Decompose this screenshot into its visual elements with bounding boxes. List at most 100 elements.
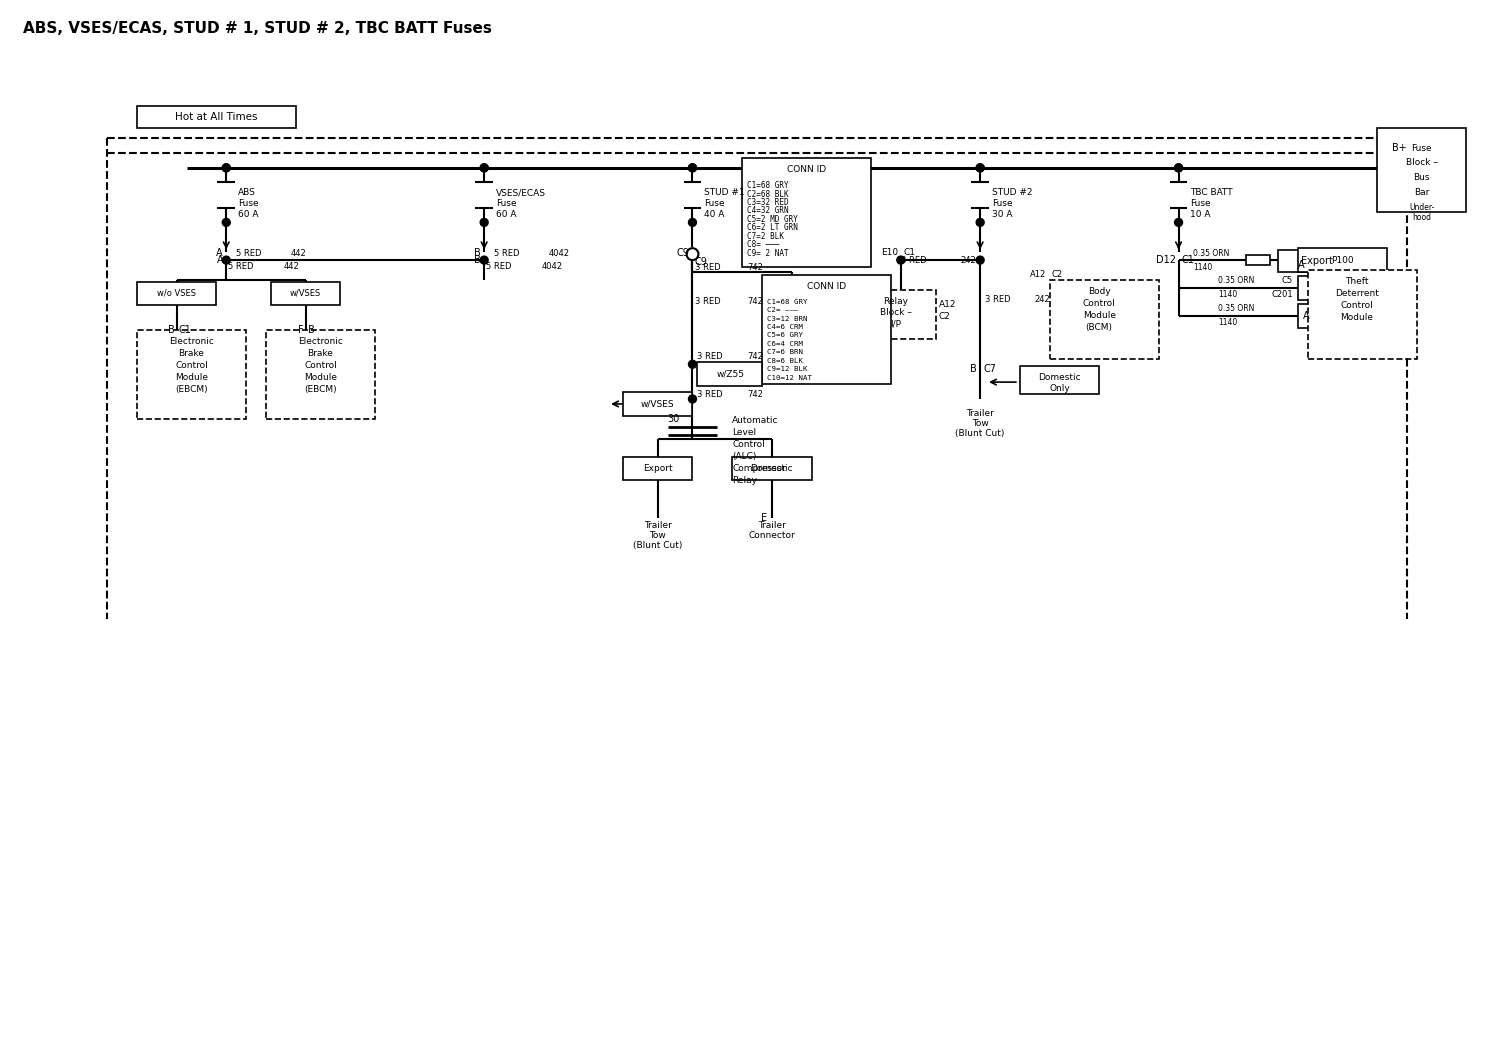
- Text: 1140: 1140: [1194, 262, 1212, 271]
- Text: (Blunt Cut): (Blunt Cut): [633, 541, 683, 550]
- Bar: [1278, 251, 1357, 272]
- Text: 60 A: 60 A: [238, 210, 259, 219]
- Text: 1140: 1140: [1218, 290, 1238, 300]
- Circle shape: [689, 218, 696, 227]
- Text: D12: D12: [1155, 255, 1176, 265]
- Text: 10 A: 10 A: [1191, 210, 1211, 219]
- Text: B: B: [168, 324, 174, 335]
- Text: 3 RED: 3 RED: [698, 390, 723, 398]
- Text: (Blunt Cut): (Blunt Cut): [955, 430, 1005, 438]
- Bar: [137, 282, 217, 305]
- Text: E10: E10: [881, 248, 898, 257]
- Text: Control: Control: [174, 361, 208, 370]
- Circle shape: [976, 218, 984, 227]
- Text: Fuse: Fuse: [1191, 199, 1211, 208]
- Bar: [271, 282, 340, 305]
- Text: B: B: [474, 249, 481, 258]
- Text: B: B: [474, 255, 481, 265]
- Text: Fuse: Fuse: [238, 199, 259, 208]
- Circle shape: [1175, 218, 1182, 227]
- Circle shape: [689, 164, 696, 172]
- Text: (ALC): (ALC): [732, 452, 757, 461]
- Text: C6=2 LT GRN: C6=2 LT GRN: [747, 224, 799, 232]
- Text: C4=32 GRN: C4=32 GRN: [747, 207, 788, 215]
- Text: Electronic: Electronic: [298, 337, 343, 346]
- Text: Control: Control: [732, 440, 766, 449]
- Text: 742: 742: [747, 390, 763, 398]
- Bar: [1378, 128, 1466, 212]
- Text: C2: C2: [1051, 270, 1063, 280]
- Text: Relay: Relay: [732, 476, 757, 485]
- Text: A: A: [1298, 260, 1304, 270]
- Text: 4042: 4042: [549, 249, 570, 258]
- Text: 742: 742: [747, 297, 763, 306]
- Text: (BCM): (BCM): [1086, 323, 1113, 332]
- Text: Tow: Tow: [650, 531, 666, 541]
- Text: E: E: [761, 513, 767, 523]
- Circle shape: [480, 218, 489, 227]
- Text: (EBCM): (EBCM): [304, 385, 337, 393]
- Text: 3 RED: 3 RED: [695, 297, 720, 306]
- Text: 1140: 1140: [1218, 318, 1238, 328]
- Text: B+: B+: [1391, 144, 1406, 153]
- Bar: [1298, 249, 1387, 272]
- Text: Automatic: Automatic: [732, 416, 779, 425]
- Text: P100: P100: [1331, 256, 1354, 264]
- Text: 5 RED: 5 RED: [236, 249, 262, 258]
- Circle shape: [976, 164, 984, 172]
- Text: C2=68 BLK: C2=68 BLK: [747, 189, 788, 199]
- Text: Fuse: Fuse: [704, 199, 725, 208]
- Text: 4042: 4042: [541, 261, 562, 270]
- Text: CONN ID: CONN ID: [806, 283, 845, 291]
- Text: Export: Export: [1301, 256, 1334, 266]
- Text: 242: 242: [961, 256, 976, 264]
- Text: F: F: [298, 324, 304, 335]
- Circle shape: [480, 256, 489, 264]
- Text: w/VSES: w/VSES: [641, 399, 675, 409]
- Text: Domestic: Domestic: [1038, 372, 1081, 382]
- Text: 5 RED: 5 RED: [229, 261, 254, 270]
- Text: C9: C9: [695, 257, 707, 267]
- Text: 0.35 ORN: 0.35 ORN: [1194, 249, 1230, 258]
- Text: C9=12 BLK: C9=12 BLK: [767, 366, 808, 372]
- Text: C9: C9: [677, 249, 689, 258]
- Text: Under-: Under-: [1409, 203, 1435, 212]
- Text: 0.35 ORN: 0.35 ORN: [1218, 277, 1254, 285]
- Text: B: B: [308, 324, 314, 335]
- Text: 442: 442: [290, 249, 307, 258]
- Text: Export: Export: [642, 464, 672, 473]
- Text: VSES/ECAS: VSES/ECAS: [496, 188, 546, 198]
- Text: C2: C2: [938, 312, 951, 321]
- Text: hood: hood: [1412, 213, 1432, 222]
- Text: Trailer: Trailer: [644, 521, 672, 530]
- Text: w/VSES: w/VSES: [290, 289, 322, 297]
- Text: STUD #1: STUD #1: [704, 188, 744, 198]
- Text: A: A: [217, 255, 223, 265]
- Circle shape: [896, 256, 905, 264]
- Bar: [1298, 276, 1387, 300]
- Text: 30 A: 30 A: [993, 210, 1012, 219]
- Text: w/o VSES: w/o VSES: [156, 289, 196, 297]
- Circle shape: [976, 256, 984, 264]
- Circle shape: [223, 164, 230, 172]
- Bar: [763, 275, 890, 384]
- Text: Fuse: Fuse: [1411, 144, 1432, 153]
- Text: TBC BATT: TBC BATT: [1191, 188, 1233, 198]
- Text: 60 A: 60 A: [496, 210, 516, 219]
- Text: A: A: [215, 249, 223, 258]
- Bar: [137, 106, 296, 128]
- Text: C2= ———: C2= ———: [767, 307, 799, 313]
- Text: B: B: [970, 364, 978, 374]
- Text: A12: A12: [938, 301, 957, 309]
- Text: Tow: Tow: [972, 419, 988, 428]
- Text: 442: 442: [284, 261, 299, 270]
- Text: 30: 30: [668, 414, 680, 424]
- Text: C4=6 CRM: C4=6 CRM: [767, 324, 803, 330]
- Text: Trailer: Trailer: [966, 410, 994, 418]
- Text: Fuse: Fuse: [496, 199, 517, 208]
- Text: C6=4 CRM: C6=4 CRM: [767, 341, 803, 347]
- Circle shape: [689, 395, 696, 402]
- Text: C7=6 BRN: C7=6 BRN: [767, 349, 803, 356]
- Text: Connector: Connector: [749, 531, 796, 541]
- Text: 3 RED: 3 RED: [901, 256, 926, 264]
